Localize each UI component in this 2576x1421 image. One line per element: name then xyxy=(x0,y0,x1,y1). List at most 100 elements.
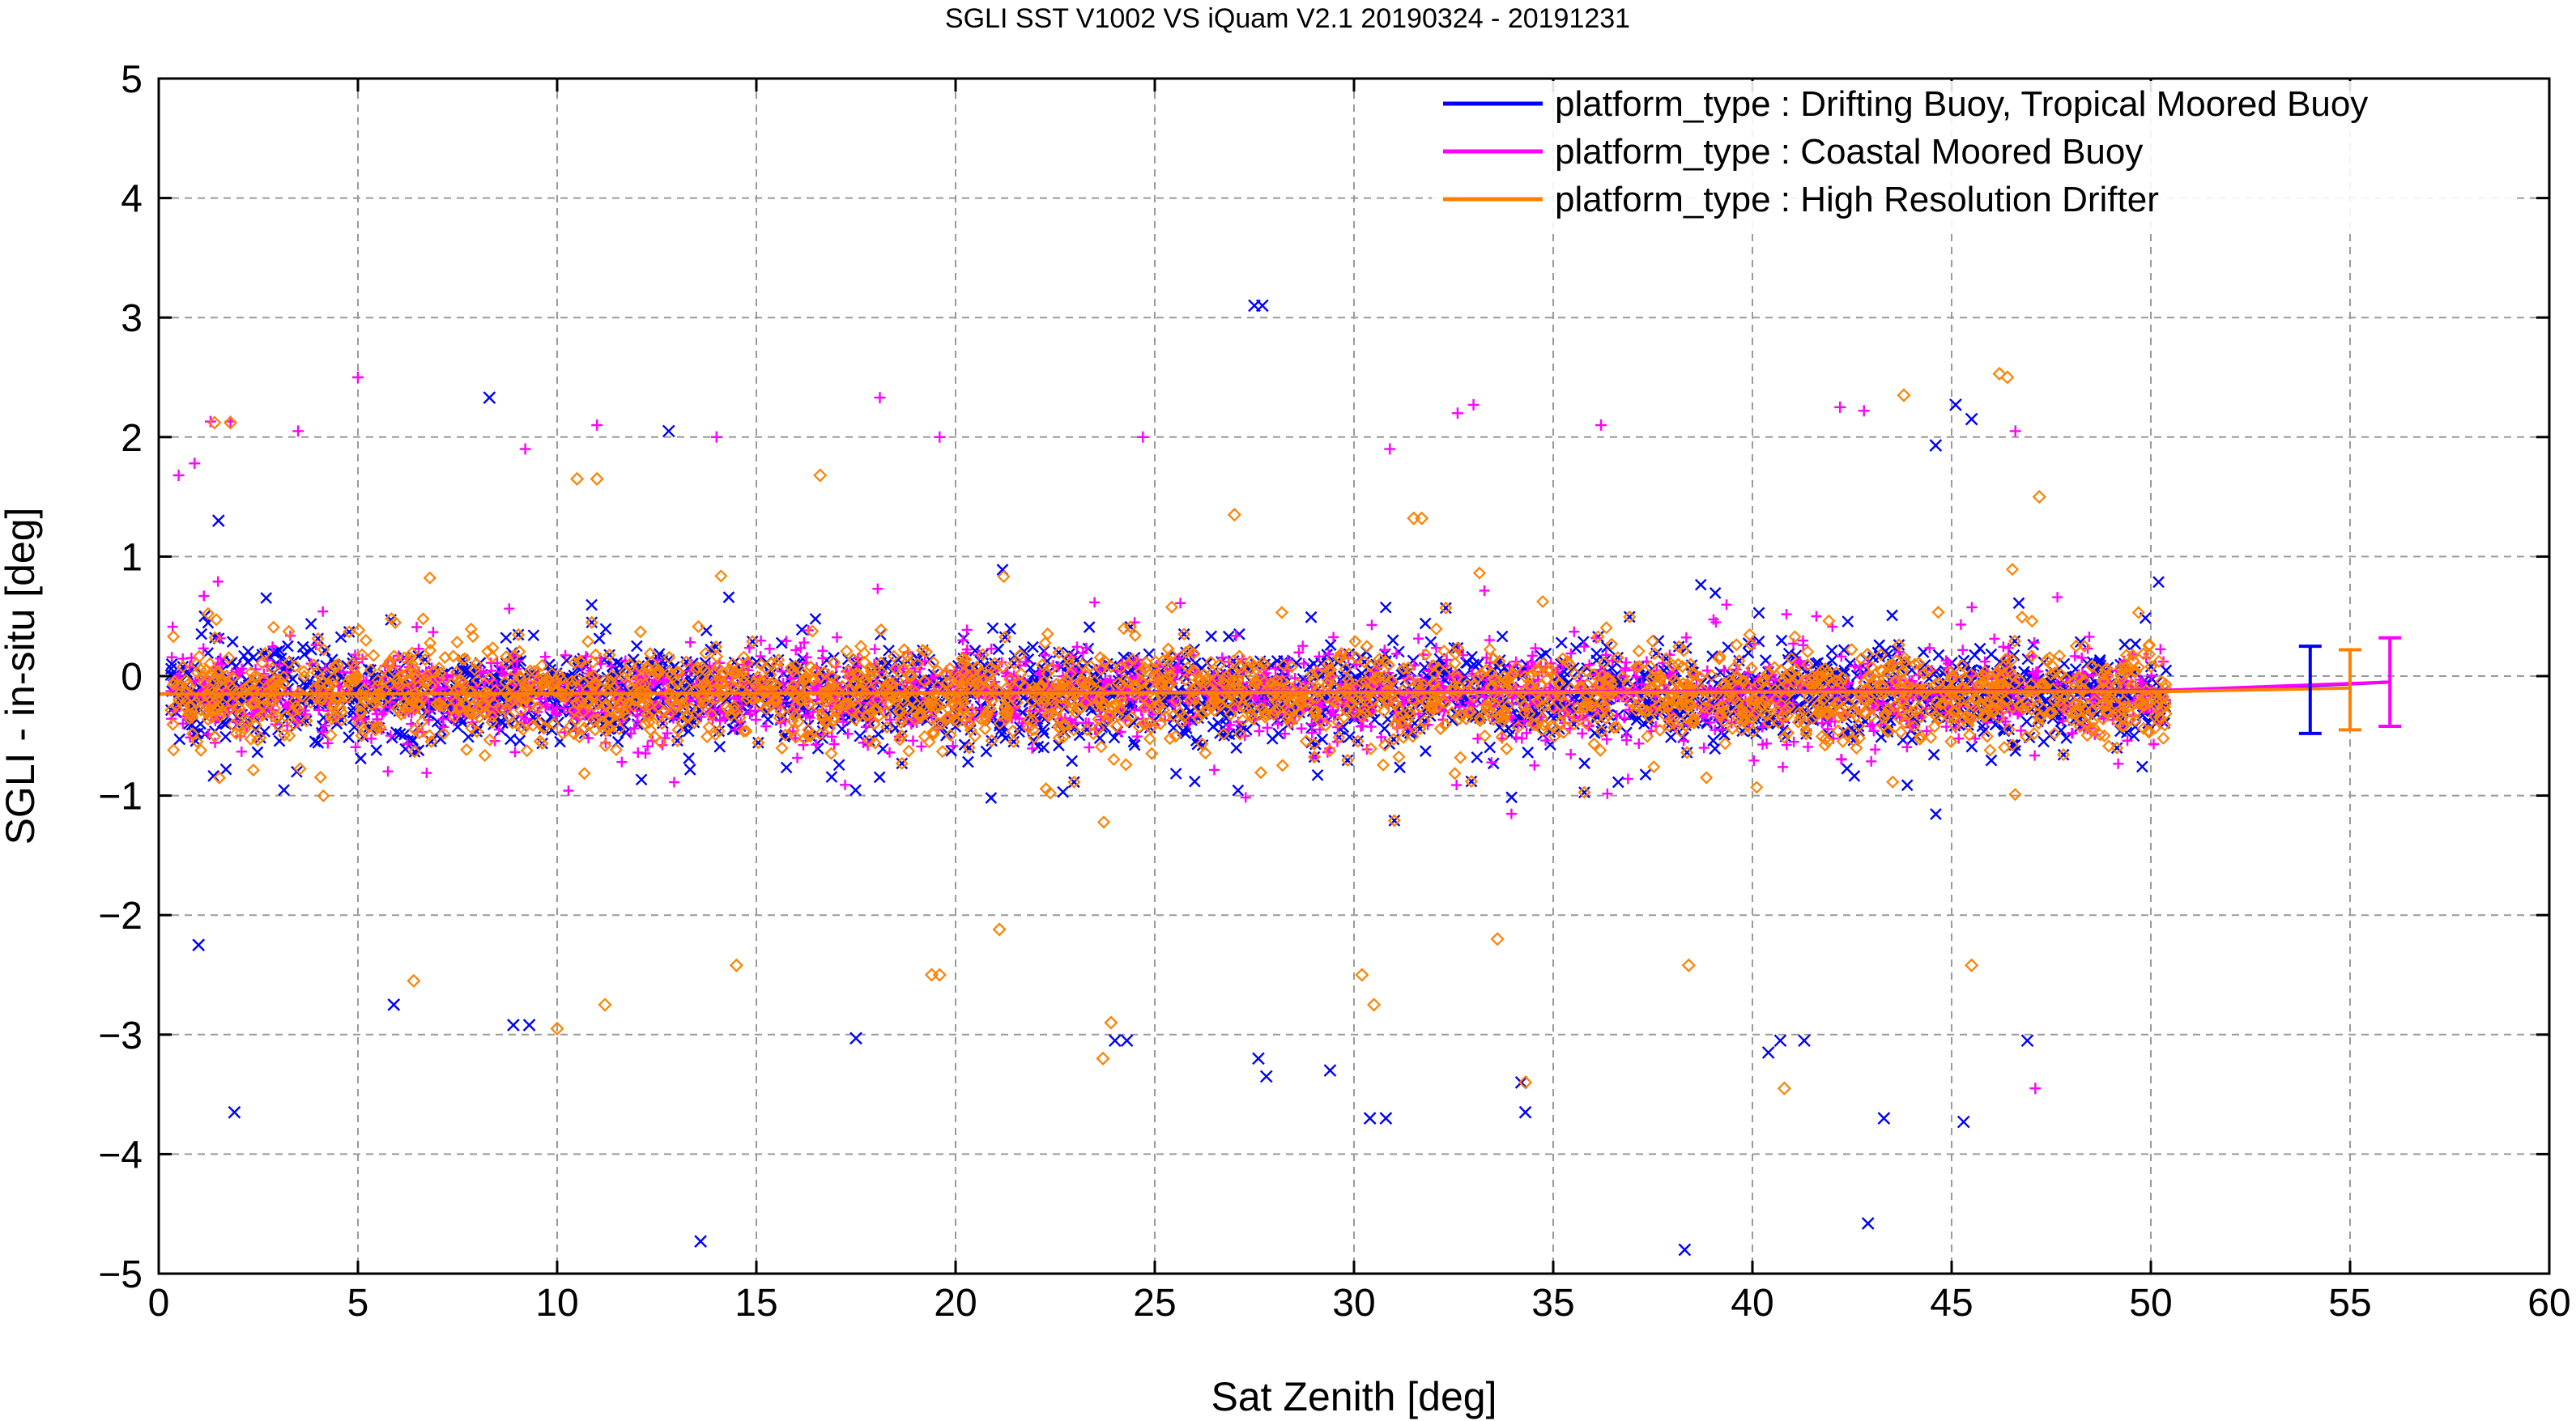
data-point xyxy=(961,624,973,636)
data-point xyxy=(980,745,993,758)
data-point xyxy=(305,644,317,656)
data-point xyxy=(683,764,696,776)
data-point xyxy=(1825,645,1838,657)
data-point xyxy=(1886,609,1898,622)
data-point xyxy=(2027,638,2040,651)
data-point xyxy=(854,640,868,653)
data-point xyxy=(428,627,439,638)
data-point xyxy=(1392,645,1405,658)
data-point xyxy=(775,741,789,755)
data-point xyxy=(527,629,540,642)
data-point xyxy=(1842,615,1854,628)
data-point xyxy=(313,770,327,785)
data-point xyxy=(1694,578,1707,591)
data-point xyxy=(2052,592,2063,603)
data-point xyxy=(1479,585,1490,596)
data-point xyxy=(258,725,270,738)
data-point xyxy=(260,592,273,604)
data-point xyxy=(278,784,290,797)
data-point xyxy=(1539,647,1552,660)
data-point xyxy=(699,646,713,660)
data-point xyxy=(2160,664,2173,677)
data-point xyxy=(563,785,574,796)
data-point xyxy=(1998,641,2009,653)
data-point xyxy=(382,766,394,777)
data-point xyxy=(780,761,793,774)
data-point xyxy=(1778,761,1789,772)
data-point xyxy=(872,583,884,594)
data-points-layer xyxy=(164,299,2173,1257)
data-point xyxy=(2029,750,2041,761)
data-point xyxy=(1296,723,1307,734)
data-point xyxy=(869,644,880,655)
data-point xyxy=(795,623,808,636)
data-point xyxy=(236,746,247,757)
data-point xyxy=(355,752,367,765)
data-point xyxy=(2012,597,2025,610)
data-point xyxy=(1565,749,1577,760)
data-point xyxy=(908,735,919,747)
data-point xyxy=(1311,768,1324,781)
data-point xyxy=(1555,636,1568,649)
data-point xyxy=(1341,754,1354,767)
data-point xyxy=(212,576,224,587)
data-point xyxy=(683,752,695,764)
data-point xyxy=(1836,754,1847,765)
data-point xyxy=(411,622,423,633)
data-point xyxy=(1811,611,1822,622)
data-point xyxy=(1386,634,1399,647)
data-point xyxy=(2131,606,2145,619)
data-point xyxy=(968,730,981,743)
data-point xyxy=(359,633,373,647)
data-point xyxy=(986,622,999,635)
data-point xyxy=(1633,738,1645,749)
data-point xyxy=(585,598,598,611)
data-point xyxy=(512,628,525,641)
data-point xyxy=(662,728,673,739)
data-point xyxy=(671,734,683,747)
data-point xyxy=(593,632,606,645)
data-point xyxy=(2129,638,2142,650)
data-point xyxy=(1927,748,1940,761)
data-point xyxy=(1752,606,1765,619)
data-point xyxy=(266,620,280,634)
data-point xyxy=(1081,657,1093,670)
data-point xyxy=(1392,750,1406,764)
data-point xyxy=(873,771,886,784)
data-point xyxy=(1500,742,1514,755)
data-point xyxy=(1781,609,1792,620)
data-point xyxy=(1932,649,1945,662)
data-point xyxy=(849,784,862,797)
data-point xyxy=(1440,602,1452,615)
data-point xyxy=(1721,599,1732,611)
data-point xyxy=(2020,715,2033,728)
data-point xyxy=(2008,635,2021,648)
data-point xyxy=(713,725,726,738)
data-point xyxy=(824,747,838,760)
data-point xyxy=(1205,630,1218,643)
data-point xyxy=(370,744,383,756)
data-point xyxy=(616,756,628,768)
data-point xyxy=(1870,744,1881,755)
data-point xyxy=(350,742,361,753)
data-point xyxy=(1730,638,1744,652)
data-point xyxy=(1057,785,1069,798)
data-point xyxy=(713,740,726,753)
data-point xyxy=(1886,775,1900,789)
data-point xyxy=(1066,755,1079,768)
data-point xyxy=(1424,636,1437,649)
data-point xyxy=(2060,732,2073,744)
data-point xyxy=(304,618,317,630)
data-point xyxy=(1388,815,1401,827)
data-point xyxy=(1451,780,1463,791)
data-point xyxy=(504,603,515,615)
data-point xyxy=(760,721,772,732)
data-point xyxy=(1700,771,1714,785)
data-point xyxy=(1348,635,1362,649)
data-point xyxy=(1328,632,1339,643)
data-point xyxy=(902,744,916,758)
data-point xyxy=(1230,742,1243,755)
data-point xyxy=(1505,791,1518,804)
data-point xyxy=(247,651,259,664)
